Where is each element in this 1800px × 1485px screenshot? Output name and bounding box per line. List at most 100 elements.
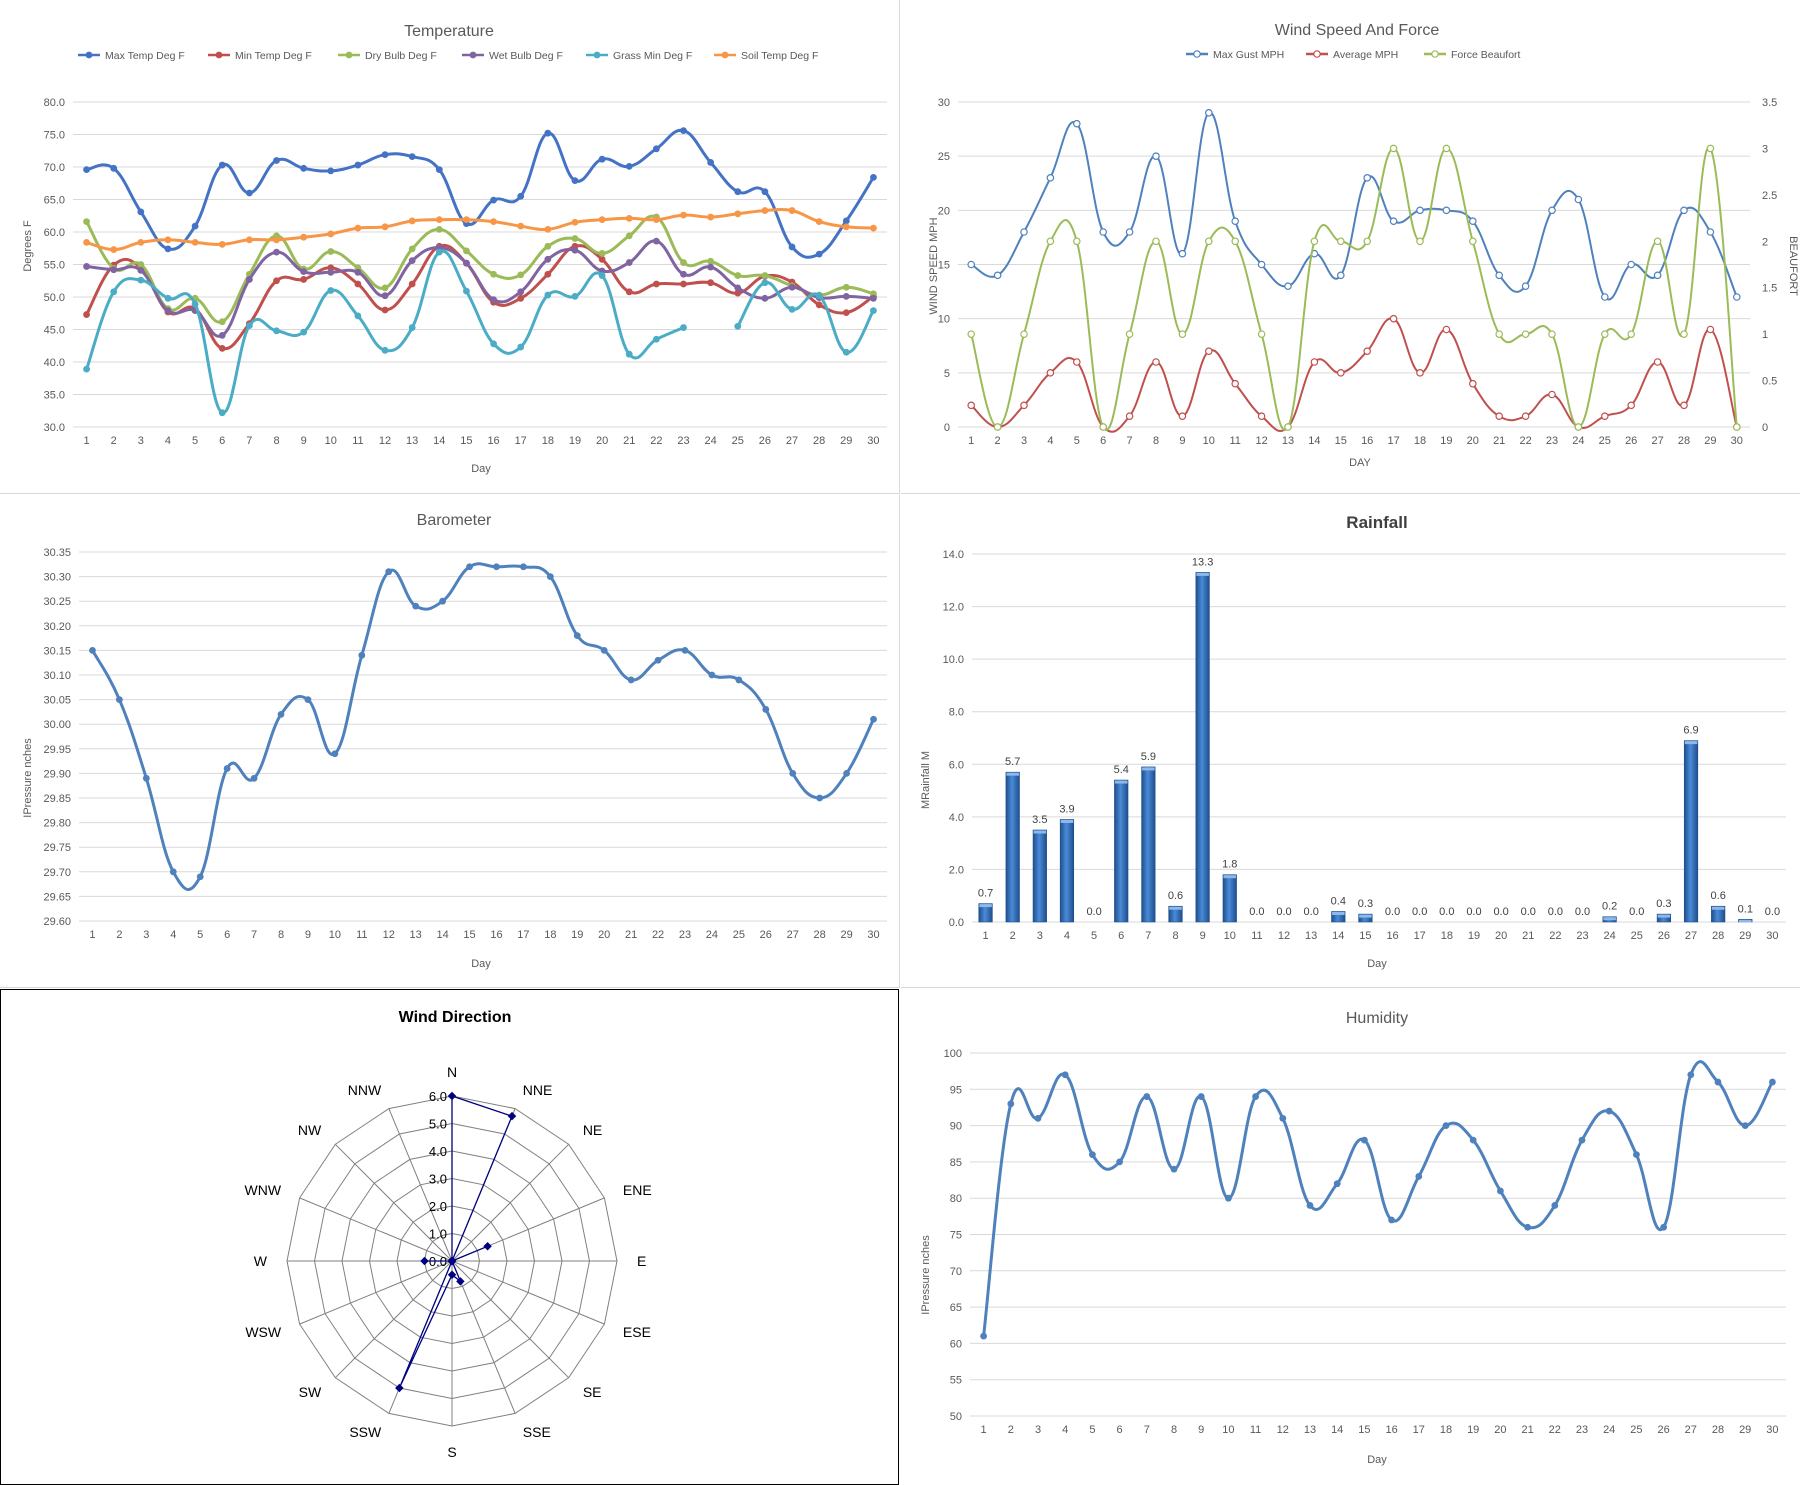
x-tick-label: 5 — [1089, 1424, 1095, 1436]
x-tick-label: 29 — [1739, 1424, 1751, 1436]
data-point — [218, 318, 226, 326]
bar-data-label: 0.0 — [1521, 906, 1536, 918]
data-point — [544, 129, 552, 137]
x-tick-label: 29 — [840, 435, 852, 447]
data-point — [408, 280, 416, 288]
x-tick-label: 9 — [1179, 435, 1185, 447]
data-point — [1073, 358, 1081, 366]
y-tick-label: 55.0 — [44, 260, 65, 272]
data-point — [1020, 330, 1028, 338]
y-tick-label: 2.0 — [949, 864, 964, 876]
data-point — [1257, 412, 1266, 420]
data-point — [137, 208, 145, 216]
y-tick-label: 50.0 — [44, 292, 65, 304]
data-point — [816, 794, 824, 802]
data-point — [1741, 1122, 1749, 1129]
bar-data-label: 6.9 — [1683, 725, 1698, 737]
data-point — [116, 696, 123, 703]
radar-point — [447, 1256, 457, 1266]
data-point — [517, 192, 525, 200]
legend-marker — [1193, 50, 1201, 58]
data-point — [250, 774, 258, 782]
direction-label: NW — [298, 1122, 322, 1138]
legend-label: Max Gust MPH — [1213, 49, 1284, 61]
x-tick-label: 21 — [1522, 930, 1534, 942]
legend-label: Soil Temp Deg F — [741, 50, 818, 62]
data-point — [625, 350, 633, 358]
bar-data-label: 5.9 — [1141, 751, 1156, 763]
legend-label: Wet Bulb Deg F — [489, 50, 563, 62]
x-tick-label: 23 — [1576, 930, 1588, 942]
y-tick-label: 70.0 — [44, 162, 65, 174]
data-point — [218, 409, 226, 417]
data-point — [707, 279, 715, 287]
data-point — [1125, 412, 1134, 420]
bar-data-label: 0.0 — [1439, 906, 1454, 918]
x-tick-label: 28 — [1678, 435, 1690, 447]
data-point — [625, 214, 633, 222]
x-tick-label: 18 — [1441, 930, 1453, 942]
x-tick-label: 6 — [1100, 435, 1106, 447]
data-point — [842, 217, 850, 225]
x-tick-label: 9 — [1198, 1424, 1204, 1436]
bar — [1358, 913, 1373, 923]
x-tick-label: 16 — [1386, 930, 1398, 942]
radial-tick-label: 3.0 — [429, 1172, 447, 1187]
x-tick-label: 23 — [1576, 1424, 1588, 1436]
y-tick-label: 90 — [950, 1121, 962, 1133]
x-tick-label: 2 — [111, 435, 117, 447]
data-point — [331, 750, 339, 758]
data-point — [870, 715, 877, 723]
wind-direction-chart: Wind Direction 0.01.02.03.04.05.06.0 NNN… — [245, 1009, 652, 1460]
data-point — [1442, 144, 1451, 153]
bar-highlight — [1739, 919, 1752, 923]
x-tick-label: 24 — [1572, 435, 1584, 447]
data-point — [1680, 206, 1688, 215]
x-tick-label: 16 — [1361, 435, 1373, 447]
y-axis-label: IPressure nches — [920, 1235, 932, 1315]
radar-point — [507, 1111, 517, 1121]
series-line — [85, 128, 875, 259]
x-tick-label: 6 — [1118, 930, 1124, 942]
y-tick-label: 30.00 — [43, 719, 71, 731]
series-max-gust-mph — [967, 109, 1741, 301]
legend-marker — [1431, 50, 1439, 58]
y-tick-label: 35.0 — [44, 390, 65, 402]
data-point — [408, 324, 416, 331]
x-tick-label: 3 — [143, 929, 149, 941]
data-point — [191, 222, 199, 230]
series-line — [980, 1060, 1776, 1340]
data-point — [1073, 237, 1081, 246]
x-tick-label: 7 — [246, 435, 252, 447]
bar-highlight — [979, 904, 992, 908]
bar — [1114, 779, 1129, 923]
data-point — [734, 210, 742, 218]
data-point — [1020, 228, 1028, 236]
x-tick-label: 7 — [1145, 930, 1151, 942]
data-point — [1178, 412, 1187, 420]
x-tick-label: 22 — [1549, 1424, 1561, 1436]
data-point — [463, 259, 470, 267]
data-point — [517, 222, 525, 230]
data-point — [517, 288, 525, 296]
data-point — [408, 245, 416, 253]
data-point — [1336, 237, 1345, 246]
data-point — [110, 164, 118, 172]
x-tick-label: 6 — [219, 435, 225, 447]
radar-spoke — [334, 1260, 453, 1379]
bar — [1032, 829, 1047, 923]
y-tick-label: 45.0 — [44, 325, 65, 337]
data-point — [980, 1332, 987, 1340]
series-dry-bulb-deg-f — [83, 213, 877, 326]
y-tick-label: 10.0 — [943, 654, 964, 666]
data-point — [1574, 423, 1583, 431]
direction-label: SE — [583, 1384, 602, 1400]
data-point — [842, 223, 850, 231]
data-point — [381, 292, 389, 300]
y-tick-label: 30.0 — [44, 422, 65, 434]
x-tick-label: 7 — [251, 929, 257, 941]
data-point — [708, 671, 716, 679]
data-point — [89, 647, 96, 654]
data-point — [680, 211, 687, 219]
data-point — [1061, 1071, 1069, 1079]
